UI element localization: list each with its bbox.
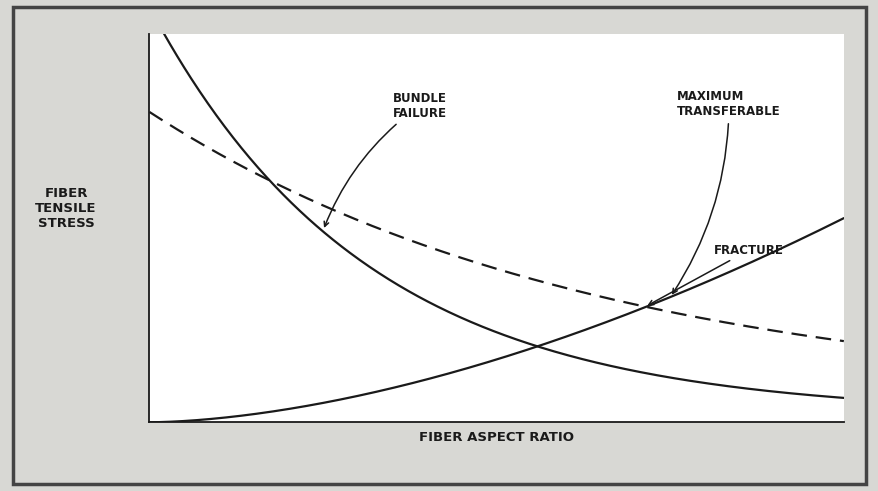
X-axis label: FIBER ASPECT RATIO: FIBER ASPECT RATIO <box>419 431 573 443</box>
Text: BUNDLE
FAILURE: BUNDLE FAILURE <box>324 92 446 226</box>
Text: FRACTURE: FRACTURE <box>648 244 783 305</box>
Text: MAXIMUM
TRANSFERABLE: MAXIMUM TRANSFERABLE <box>672 90 780 294</box>
Text: FIBER
TENSILE
STRESS: FIBER TENSILE STRESS <box>35 188 97 230</box>
